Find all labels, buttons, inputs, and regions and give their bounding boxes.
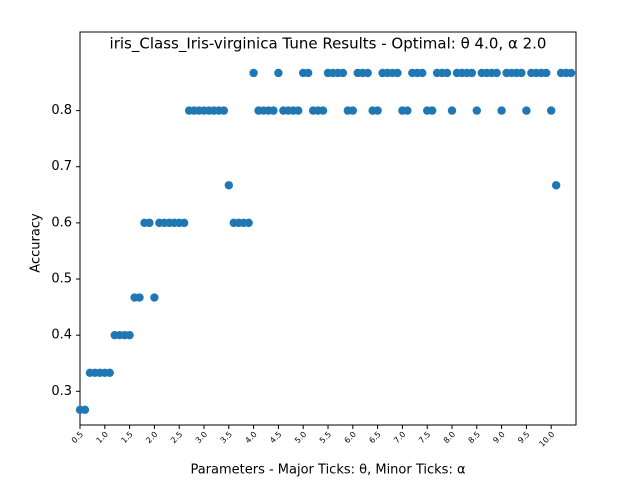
point xyxy=(467,68,477,78)
point xyxy=(338,68,348,78)
point xyxy=(145,218,154,228)
point xyxy=(418,68,427,78)
x-tick-label: 2.5 xyxy=(169,430,184,445)
point xyxy=(125,330,134,340)
point xyxy=(427,106,437,115)
point xyxy=(403,106,412,115)
x-tick-label: 2.0 xyxy=(144,430,159,445)
point xyxy=(269,106,278,115)
point xyxy=(274,68,283,78)
point xyxy=(492,68,501,78)
y-tick-label: 0.3 xyxy=(51,384,72,399)
point xyxy=(135,293,144,302)
point xyxy=(551,181,561,190)
x-tick-label: 4.5 xyxy=(268,430,283,445)
point xyxy=(105,368,114,377)
point xyxy=(447,106,457,115)
point xyxy=(442,68,452,78)
x-tick-label: 3.0 xyxy=(194,430,209,445)
y-tick-label: 0.5 xyxy=(51,272,72,287)
chart-title: iris_Class_Iris-virginica Tune Results -… xyxy=(110,35,547,54)
point xyxy=(303,68,313,78)
point xyxy=(472,106,481,115)
point xyxy=(373,106,382,115)
point xyxy=(150,293,159,302)
point xyxy=(318,106,328,115)
x-tick-label: 1.5 xyxy=(119,430,134,445)
point xyxy=(348,106,357,115)
point xyxy=(542,68,551,78)
y-tick-label: 0.6 xyxy=(51,215,72,230)
x-tick-label: 10.0 xyxy=(537,430,556,449)
point xyxy=(547,106,556,115)
x-tick-label: 3.5 xyxy=(219,430,234,445)
x-tick-label: 1.0 xyxy=(95,430,110,445)
plot-frame xyxy=(79,31,577,426)
x-tick-label: 0.5 xyxy=(70,430,85,445)
point xyxy=(294,106,303,115)
point xyxy=(249,68,258,78)
y-axis-label: Accuracy xyxy=(29,213,44,273)
x-tick-label: 8.5 xyxy=(467,430,482,445)
point xyxy=(522,106,531,115)
x-axis-label: Parameters - Major Ticks: θ, Minor Ticks… xyxy=(190,463,465,478)
x-tick-label: 6.5 xyxy=(367,430,382,445)
y-tick-label: 0.8 xyxy=(51,103,72,118)
point xyxy=(497,106,506,115)
point xyxy=(393,68,402,78)
x-tick-label: 4.0 xyxy=(243,430,258,445)
y-tick-label: 0.4 xyxy=(51,328,72,343)
x-tick-label: 6.0 xyxy=(343,430,358,445)
point xyxy=(179,218,189,228)
x-tick-label: 7.0 xyxy=(392,430,407,445)
point xyxy=(244,218,253,228)
x-tick-label: 5.5 xyxy=(318,430,333,445)
x-tick-label: 5.0 xyxy=(293,430,308,445)
y-tick-label: 0.7 xyxy=(51,159,72,174)
point xyxy=(517,68,526,78)
x-tick-label: 7.5 xyxy=(417,430,432,445)
point xyxy=(80,405,90,415)
point xyxy=(219,106,229,115)
x-tick-label: 9.0 xyxy=(491,430,506,445)
point xyxy=(566,68,576,78)
point xyxy=(363,68,372,78)
x-tick-label: 9.5 xyxy=(516,430,531,445)
x-tick-label: 8.0 xyxy=(442,430,457,445)
point xyxy=(224,181,233,190)
